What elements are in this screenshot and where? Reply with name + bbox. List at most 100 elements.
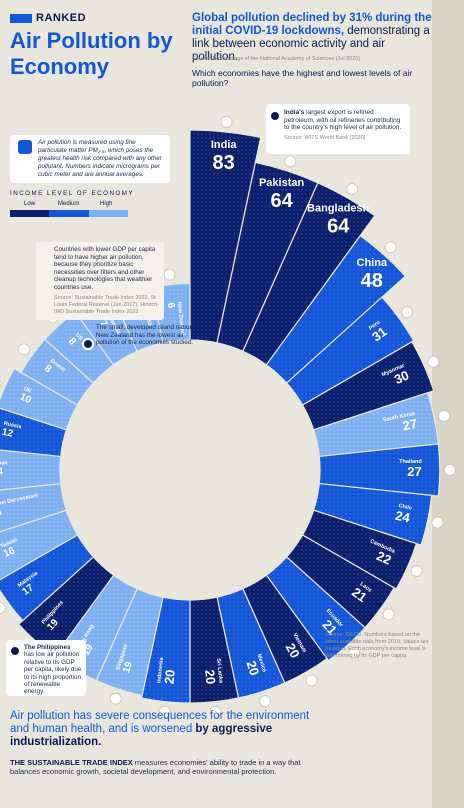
flag-icon <box>259 695 272 708</box>
bar-texture <box>0 535 94 621</box>
legend-swatch-medium <box>49 210 89 217</box>
pm-info-box: Air pollution is measured using fine par… <box>10 135 170 183</box>
legend-swatch-low <box>10 210 50 217</box>
footer-headline: Air pollution has severe consequences fo… <box>10 710 310 749</box>
magnifier-icon <box>18 140 32 154</box>
bar-value-label: 8 <box>66 336 78 348</box>
flag-icon <box>18 343 30 356</box>
bar-country-label: US <box>74 332 84 342</box>
india-note: India's largest export is refined petrol… <box>266 104 410 154</box>
flag-icon <box>209 705 222 718</box>
bar-texture <box>18 556 114 657</box>
legend-high-label: High <box>100 201 113 207</box>
bar-texture <box>217 162 318 352</box>
bar-country-label: Thailand <box>399 459 422 465</box>
footer-body: THE SUSTAINABLE TRADE INDEX measures eco… <box>10 758 310 776</box>
bar-texture <box>0 483 67 532</box>
bar-country-label: Pakistan <box>259 177 305 189</box>
bar-label-group: Japan14 <box>0 461 8 478</box>
gdp-note-text: Countries with lower GDP per capita tend… <box>54 246 156 291</box>
gdp-note-source: Source: Sustainable Trade Index 2022, St… <box>54 294 160 315</box>
bar-texture <box>0 368 78 430</box>
flag-icon <box>410 565 423 577</box>
bar-country-label: Mexico <box>256 653 268 673</box>
oecd-source: Source: OECD. Numbers based on the lates… <box>325 632 429 659</box>
bar-texture <box>0 510 78 580</box>
bar-country-label: Chile <box>398 503 412 512</box>
headline: Global pollution declined by 31% during … <box>192 12 432 64</box>
philippines-note-bold: The Philippines <box>24 644 71 651</box>
footer-headline-bold: by aggressive industrialization. <box>10 723 273 748</box>
bar-texture <box>313 483 432 546</box>
bar-value-label: 64 <box>270 190 293 212</box>
bar-value-label: 21 <box>349 584 370 605</box>
flag-icon <box>158 705 171 718</box>
bar-texture <box>266 235 406 384</box>
flag-icon <box>0 379 2 388</box>
bar-value-label: 48 <box>361 270 383 292</box>
flag-icon <box>109 692 122 705</box>
bar-texture <box>217 588 285 698</box>
right-sidebar <box>432 0 464 808</box>
bar-value-label: 14 <box>0 467 3 478</box>
flag-icon <box>443 464 456 476</box>
gdp-note: Countries with lower GDP per capita tend… <box>36 242 164 320</box>
bar-country-label: China <box>357 257 388 269</box>
bar-value-label: 10 <box>18 392 33 407</box>
question: Which economies have the highest and low… <box>192 68 413 88</box>
flag-icon <box>427 355 440 368</box>
bar-texture <box>20 339 94 405</box>
legend-swatch-high <box>88 210 128 217</box>
philippines-note: The Philippines has low air pollution re… <box>6 640 86 696</box>
flag-icon <box>163 268 176 281</box>
bar-value-label: 27 <box>401 416 418 434</box>
bar-country-label: Japan <box>0 461 8 467</box>
flag-icon <box>384 241 397 254</box>
bar-texture <box>286 535 395 628</box>
bar-texture <box>190 597 239 704</box>
flag-icon <box>346 183 359 195</box>
bar-label-group: US8 <box>66 332 84 348</box>
bar-value-label: 20 <box>161 669 177 685</box>
footer-headline-text: Air pollution has severe consequences fo… <box>10 710 310 735</box>
bar-value-label: 31 <box>369 324 390 345</box>
flag-icon <box>401 306 413 319</box>
bar-value-label: 16 <box>0 507 3 520</box>
flag-icon <box>220 116 233 128</box>
bar-value-label: 19 <box>121 660 135 674</box>
bar-value-label: 20 <box>202 669 218 685</box>
flag-pin-icon <box>9 645 21 657</box>
bar-value-label: 6 <box>165 302 177 309</box>
bar-texture <box>141 597 190 704</box>
bar-texture <box>242 575 328 683</box>
bar-country-label: UK <box>23 386 33 395</box>
bar-texture <box>302 341 434 430</box>
headline-bold: Global pollution declined by 31% during … <box>192 12 432 37</box>
bar-texture <box>313 392 439 457</box>
flag-icon <box>348 646 361 659</box>
india-note-text: largest export is refined petroleum, wit… <box>284 109 402 132</box>
flag-icon <box>305 674 318 687</box>
headline-source: Source: Proceedings of the National Acad… <box>192 56 361 62</box>
bar-value-label: 22 <box>374 548 393 568</box>
india-note-source: Source: WITS World Bank (2020) <box>284 134 366 141</box>
bar-texture <box>190 130 261 343</box>
flag-icon <box>284 155 297 168</box>
philippines-note-text: has low air pollution relative to its GD… <box>24 651 82 696</box>
bar-country-label: Sri Lanka <box>215 658 224 684</box>
bar-texture <box>266 556 366 661</box>
legend-medium-label: Medium <box>58 201 80 207</box>
legend-low-label: Low <box>24 201 36 207</box>
bar-texture <box>0 408 67 457</box>
bar-value-label: 64 <box>327 215 350 237</box>
